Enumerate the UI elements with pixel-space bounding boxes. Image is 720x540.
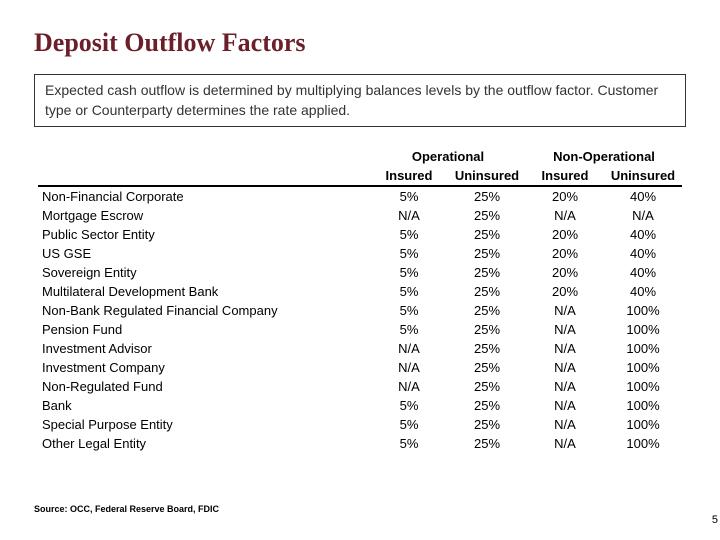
cell-value: 20% [526,282,604,301]
col-group-nonoperational: Non-Operational [526,147,682,166]
cell-value: 100% [604,377,682,396]
table-row: Non-Bank Regulated Financial Company5%25… [38,301,682,320]
row-label: Mortgage Escrow [38,206,370,225]
row-label: Bank [38,396,370,415]
cell-value: N/A [370,358,448,377]
cell-value: 20% [526,263,604,282]
cell-value: N/A [526,415,604,434]
cell-value: 5% [370,263,448,282]
cell-value: 5% [370,320,448,339]
row-label: Sovereign Entity [38,263,370,282]
col-sub-3: Uninsured [604,166,682,186]
cell-value: 100% [604,320,682,339]
cell-value: N/A [526,396,604,415]
cell-value: N/A [526,358,604,377]
cell-value: N/A [526,434,604,453]
row-label: US GSE [38,244,370,263]
cell-value: 25% [448,301,526,320]
cell-value: 5% [370,396,448,415]
cell-value: N/A [370,206,448,225]
cell-value: N/A [370,339,448,358]
cell-value: 100% [604,301,682,320]
page-title: Deposit Outflow Factors [34,28,686,58]
description-box: Expected cash outflow is determined by m… [34,74,686,127]
cell-value: 100% [604,434,682,453]
row-label: Non-Financial Corporate [38,186,370,206]
cell-value: 25% [448,206,526,225]
cell-value: 25% [448,320,526,339]
cell-value: 100% [604,339,682,358]
cell-value: 25% [448,434,526,453]
row-label: Non-Bank Regulated Financial Company [38,301,370,320]
cell-value: N/A [526,301,604,320]
cell-value: 5% [370,301,448,320]
row-label: Pension Fund [38,320,370,339]
col-sub-0: Insured [370,166,448,186]
row-label: Special Purpose Entity [38,415,370,434]
cell-value: 25% [448,358,526,377]
cell-value: 25% [448,415,526,434]
cell-value: N/A [526,339,604,358]
cell-value: 25% [448,282,526,301]
row-label: Other Legal Entity [38,434,370,453]
cell-value: 25% [448,263,526,282]
cell-value: 40% [604,225,682,244]
cell-value: 25% [448,377,526,396]
table-row: Sovereign Entity5%25%20%40% [38,263,682,282]
source-line: Source: OCC, Federal Reserve Board, FDIC [34,504,219,514]
cell-value: 5% [370,186,448,206]
cell-value: 5% [370,225,448,244]
cell-value: N/A [526,320,604,339]
table-row: Mortgage EscrowN/A25%N/AN/A [38,206,682,225]
cell-value: 40% [604,186,682,206]
cell-value: N/A [604,206,682,225]
cell-value: 100% [604,415,682,434]
cell-value: N/A [526,206,604,225]
cell-value: 25% [448,396,526,415]
table-row: Non-Financial Corporate5%25%20%40% [38,186,682,206]
table-row: US GSE5%25%20%40% [38,244,682,263]
outflow-table: Operational Non-Operational Insured Unin… [38,147,682,453]
cell-value: 100% [604,358,682,377]
cell-value: 25% [448,244,526,263]
table-row: Public Sector Entity5%25%20%40% [38,225,682,244]
table-row: Bank5%25%N/A100% [38,396,682,415]
row-label: Multilateral Development Bank [38,282,370,301]
cell-value: 25% [448,225,526,244]
outflow-table-wrap: Operational Non-Operational Insured Unin… [34,147,686,453]
col-sub-1: Uninsured [448,166,526,186]
cell-value: 40% [604,263,682,282]
cell-value: 20% [526,244,604,263]
row-label: Public Sector Entity [38,225,370,244]
cell-value: 25% [448,186,526,206]
cell-value: 20% [526,225,604,244]
table-row: Multilateral Development Bank5%25%20%40% [38,282,682,301]
row-label: Investment Advisor [38,339,370,358]
col-sub-2: Insured [526,166,604,186]
cell-value: 5% [370,434,448,453]
table-row: Non-Regulated FundN/A25%N/A100% [38,377,682,396]
table-row: Other Legal Entity5%25%N/A100% [38,434,682,453]
col-group-operational: Operational [370,147,526,166]
table-row: Investment CompanyN/A25%N/A100% [38,358,682,377]
cell-value: 40% [604,244,682,263]
cell-value: 5% [370,282,448,301]
table-row: Investment AdvisorN/A25%N/A100% [38,339,682,358]
cell-value: 40% [604,282,682,301]
row-label: Investment Company [38,358,370,377]
cell-value: N/A [370,377,448,396]
cell-value: 100% [604,396,682,415]
page-number: 5 [712,514,718,526]
cell-value: N/A [526,377,604,396]
table-row: Pension Fund5%25%N/A100% [38,320,682,339]
cell-value: 5% [370,244,448,263]
cell-value: 5% [370,415,448,434]
cell-value: 20% [526,186,604,206]
row-label: Non-Regulated Fund [38,377,370,396]
table-row: Special Purpose Entity5%25%N/A100% [38,415,682,434]
cell-value: 25% [448,339,526,358]
